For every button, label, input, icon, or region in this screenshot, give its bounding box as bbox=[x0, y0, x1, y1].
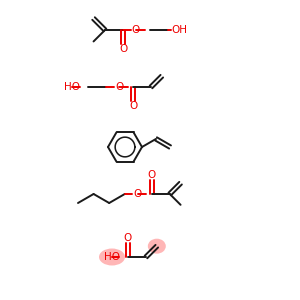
Text: O: O bbox=[134, 189, 142, 199]
Text: O: O bbox=[124, 233, 132, 243]
Text: O: O bbox=[148, 170, 156, 180]
Text: O: O bbox=[119, 44, 127, 53]
Ellipse shape bbox=[148, 239, 166, 254]
Text: HO: HO bbox=[64, 82, 80, 92]
Text: O: O bbox=[129, 101, 137, 111]
Text: O: O bbox=[115, 82, 123, 92]
Text: HO: HO bbox=[104, 252, 120, 262]
Text: O: O bbox=[132, 25, 140, 35]
Text: OH: OH bbox=[171, 25, 187, 35]
Ellipse shape bbox=[99, 248, 125, 266]
